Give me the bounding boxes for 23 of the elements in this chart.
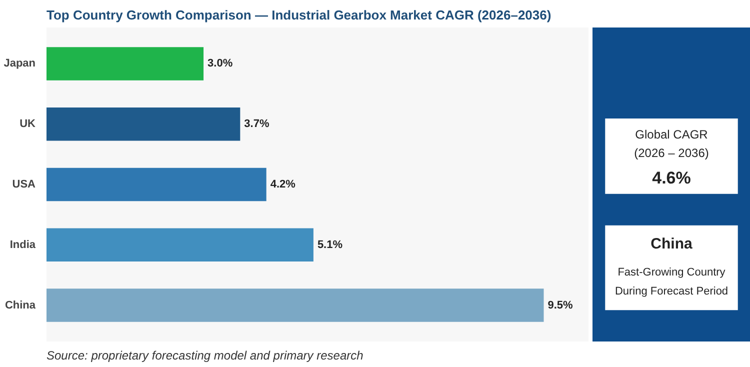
bar bbox=[46, 108, 240, 141]
y-tick-label: USA bbox=[12, 178, 36, 190]
source-note: Source: proprietary forecasting model and primary research bbox=[46, 348, 364, 362]
bar bbox=[46, 168, 266, 202]
y-tick-label: China bbox=[4, 299, 36, 312]
text: (2026 – 2036) bbox=[634, 146, 709, 160]
data-label: 3.7% bbox=[244, 118, 270, 130]
text: Global CAGR bbox=[635, 127, 708, 142]
bar bbox=[46, 228, 314, 262]
data-label: 4.2% bbox=[270, 178, 296, 190]
data-label: 9.5% bbox=[548, 299, 574, 312]
chart-title: Top Country Growth Comparison — Industrial Gearbox Market CAGR (2026–2036) bbox=[46, 8, 552, 22]
text: 4.6% bbox=[652, 168, 691, 188]
data-label: 3.0% bbox=[208, 58, 233, 70]
data-label: 5.1% bbox=[317, 238, 343, 251]
y-tick-label: Japan bbox=[4, 58, 36, 70]
bar bbox=[46, 47, 204, 80]
bar bbox=[46, 288, 544, 322]
y-tick-label: India bbox=[10, 238, 36, 251]
text: During Forecast Period bbox=[614, 285, 728, 298]
y-tick-label: UK bbox=[20, 118, 36, 130]
text: China bbox=[650, 236, 693, 253]
text: Fast-Growing Country bbox=[618, 266, 726, 278]
